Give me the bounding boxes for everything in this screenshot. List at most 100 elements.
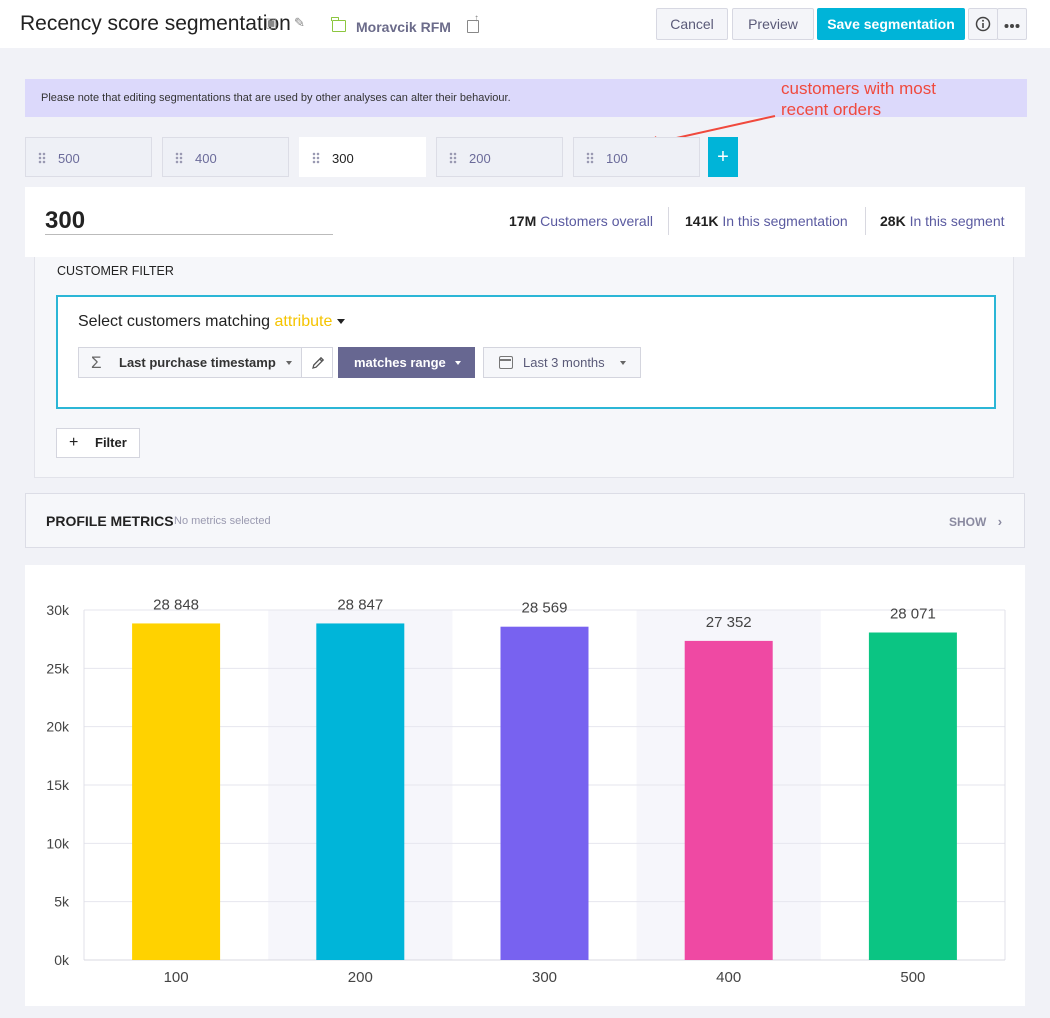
drag-handle-icon[interactable] [449,152,457,164]
attribute-dropdown[interactable]: Σ Last purchase timestamp [78,347,302,378]
y-tick-label: 15k [46,777,70,793]
stat-label: In this segment [909,213,1005,229]
filter-type-dropdown[interactable]: attribute [275,313,346,330]
y-tick-label: 5k [54,894,70,910]
info-icon [975,16,991,32]
operator-dropdown[interactable]: matches range [338,347,475,378]
drag-handle-icon[interactable] [312,152,320,164]
segment-tab-400[interactable]: 400 [162,137,289,177]
bar-value-label: 28 847 [337,596,383,613]
stat-label: In this segmentation [722,213,848,229]
project-name[interactable]: Moravcik RFM [356,19,451,35]
caret-down-icon [620,361,626,365]
page-title: Recency score segmentation [20,12,291,35]
bar-value-label: 28 569 [522,600,568,617]
preview-button[interactable]: Preview [732,8,814,40]
stat-divider [668,207,669,235]
range-label: Last 3 months [523,355,605,370]
add-filter-label: Filter [95,435,127,450]
bar-value-label: 28 071 [890,606,936,623]
y-tick-label: 20k [46,719,70,735]
stat-value: 141K [685,213,719,229]
folder-icon [331,17,346,32]
x-tick-label: 400 [716,969,741,986]
segment-size-chart: 0k 5k 10k 15k 20k 25k 30k 28 848 100 28 847 200 28 … [25,565,1025,1006]
more-button[interactable] [997,8,1027,40]
stat-value: 28K [880,213,906,229]
x-tick-label: 200 [348,969,373,986]
segment-tab-label: 200 [469,151,491,166]
profile-metrics-subtitle: No metrics selected [174,515,271,527]
bar [316,623,405,960]
bar-value-label: 28 848 [153,596,199,613]
drag-handle-icon[interactable] [175,152,183,164]
drag-handle-icon[interactable] [38,152,46,164]
segment-tab-100[interactable]: 100 [573,137,700,177]
annotation-line-2: recent orders [781,100,882,119]
profile-metrics-bar[interactable]: PROFILE METRICS No metrics selected SHOW… [25,493,1025,548]
segment-tab-200[interactable]: 200 [436,137,563,177]
bar-chart: 0k 5k 10k 15k 20k 25k 30k 28 848 100 28 847 200 28 … [46,596,1006,986]
show-metrics-button[interactable]: SHOW › [949,514,1002,529]
y-tick-label: 25k [46,660,70,676]
caret-down-icon [337,319,346,325]
cancel-button[interactable]: Cancel [656,8,728,40]
attribute-label: Last purchase timestamp [119,355,276,370]
segment-tab-500[interactable]: 500 [25,137,152,177]
more-icon [1004,24,1020,28]
chevron-right-icon: › [997,514,1003,529]
edit-pencil-icon[interactable]: ✎ [294,15,305,30]
segment-name-input[interactable]: 300 [45,207,333,235]
filter-title-prefix: Select customers matching [78,313,271,330]
y-tick-label: 30k [46,602,70,618]
stat-in-segmentation: 141K In this segmentation [685,213,848,229]
segment-tab-label: 100 [606,151,628,166]
customer-filter-panel: CUSTOMER FILTER Select customers matchin… [34,257,1014,478]
annotation-line-1: customers with most [781,79,936,98]
note-icon[interactable]: ▣ [265,15,278,30]
bar [868,632,957,960]
filter-type-label: attribute [274,313,333,330]
filter-title: Select customers matching attribute [78,313,346,331]
pencil-icon [312,356,325,369]
bar-value-label: 27 352 [706,614,752,631]
segment-tab-label: 300 [332,151,354,166]
save-segmentation-button[interactable]: Save segmentation [817,8,965,40]
customer-filter-heading: CUSTOMER FILTER [57,264,174,278]
top-bar: Recency score segmentation ▣ ✎ Moravcik … [0,0,1050,48]
annotation-text: customers with most recent orders [781,78,981,120]
caret-down-icon [455,361,461,365]
add-filter-button[interactable]: + Filter [56,428,140,458]
drag-handle-icon[interactable] [586,152,594,164]
x-tick-label: 300 [532,969,557,986]
export-icon[interactable] [467,13,479,33]
bar [684,640,773,960]
profile-metrics-title: PROFILE METRICS [46,513,174,529]
stat-divider [865,207,866,235]
stat-in-segment: 28K In this segment [880,213,1005,229]
edit-warning-note: Please note that editing segmentations t… [25,79,1027,117]
caret-down-icon [286,361,292,365]
x-tick-label: 100 [164,969,189,986]
calendar-icon [499,356,513,369]
note-text: Please note that editing segmentations t… [41,92,511,104]
y-tick-label: 0k [54,952,70,968]
edit-attribute-button[interactable] [301,347,333,378]
segment-tab-label: 400 [195,151,217,166]
segment-tab-label: 500 [58,151,80,166]
stat-label: Customers overall [540,213,653,229]
bar [132,623,221,960]
segment-tab-300[interactable]: 300 [299,137,426,177]
add-segment-button[interactable]: + [708,137,738,177]
filter-box: Select customers matching attribute Σ La… [56,295,996,409]
stat-value: 17M [509,213,537,229]
x-tick-label: 500 [900,969,925,986]
sum-icon: Σ [91,353,102,372]
stat-customers-overall: 17M Customers overall [509,213,653,229]
show-metrics-label: SHOW [949,515,987,529]
range-dropdown[interactable]: Last 3 months [483,347,641,378]
y-tick-label: 10k [46,835,70,851]
plus-icon: + [69,434,79,451]
info-button[interactable] [968,8,998,40]
operator-label: matches range [354,355,446,370]
